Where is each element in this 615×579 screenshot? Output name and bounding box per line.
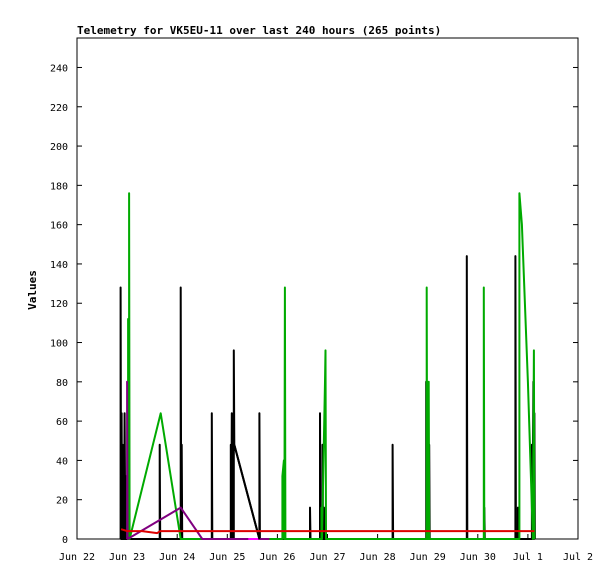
x-tick-label: Jun 28 [360, 552, 396, 563]
x-tick-label: Jun 26 [259, 552, 295, 563]
y-tick-label: 20 [56, 496, 68, 507]
plot-frame [76, 37, 579, 540]
y-tick-label: 60 [56, 417, 68, 428]
x-tick-label: Jun 24 [159, 552, 195, 563]
y-axis-label: Values [26, 270, 39, 310]
series-line-6 [120, 528, 535, 535]
y-tick-label: 140 [50, 260, 68, 271]
series-line-5 [233, 444, 261, 540]
y-tick-label: 40 [56, 456, 68, 467]
x-tick-label: Jun 25 [209, 552, 245, 563]
x-tick-label: Jun 30 [460, 552, 496, 563]
y-axis: 0 20 40 60 80 100 120 140 160 180 200 220 240 [50, 63, 578, 546]
x-tick-label: Jun 23 [109, 552, 145, 563]
series-line-3 [126, 380, 270, 540]
series-layer [119, 192, 536, 540]
y-tick-label: 0 [62, 535, 68, 546]
y-tick-label: 160 [50, 221, 68, 232]
x-tick-label: Jun 29 [410, 552, 446, 563]
y-tick-label: 200 [50, 142, 68, 153]
y-tick-label: 80 [56, 378, 68, 389]
x-tick-label: Jun 27 [309, 552, 345, 563]
y-tick-label: 180 [50, 181, 68, 192]
x-tick-label: Jul 2 [563, 552, 593, 563]
y-tick-label: 100 [50, 339, 68, 350]
series-line-2 [127, 192, 536, 540]
chart-title: Telemetry for VK5EU-11 over last 240 hou… [77, 24, 441, 37]
y-tick-label: 240 [50, 63, 68, 74]
x-tick-label: Jun 22 [59, 552, 95, 563]
x-axis: Jun 22 Jun 23 Jun 24 Jun 25 Jun 26 Jun 27 Jun … [59, 534, 593, 563]
y-tick-label: 220 [50, 103, 68, 114]
y-tick-label: 120 [50, 299, 68, 310]
x-tick-label: Jul 1 [513, 552, 543, 563]
